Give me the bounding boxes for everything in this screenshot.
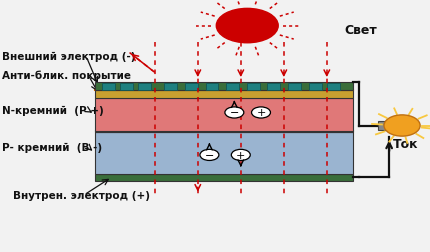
Bar [102,84,115,90]
Bar [120,84,133,90]
Text: Свет: Свет [344,24,377,37]
Bar [206,84,218,90]
Bar [247,84,260,90]
Bar [327,84,340,90]
Bar [378,121,390,131]
Text: +: + [256,108,266,118]
Bar [226,84,239,90]
Ellipse shape [216,9,278,44]
Circle shape [384,115,420,137]
Circle shape [252,107,270,119]
Bar [95,83,353,91]
Bar [95,131,353,133]
Bar [267,84,280,90]
Text: Р- кремний  (В -): Р- кремний (В -) [2,142,102,152]
Bar [164,84,177,90]
Circle shape [231,150,250,161]
Bar [185,84,198,90]
Bar [95,98,353,131]
Bar [95,174,353,181]
Text: +: + [236,150,246,160]
Bar [95,91,353,98]
Text: Анти-блик. покрытие: Анти-блик. покрытие [2,70,131,81]
Text: −: − [205,150,214,160]
Text: Внешний электрод (-): Внешний электрод (-) [2,52,135,62]
Text: N-кремний  (Р +): N-кремний (Р +) [2,106,104,116]
Circle shape [200,150,219,161]
Text: Внутрен. электрод (+): Внутрен. электрод (+) [13,190,150,200]
Bar [288,84,301,90]
Circle shape [225,107,244,119]
Text: −: − [230,108,239,118]
Bar [138,84,151,90]
Bar [95,133,353,174]
Bar [309,84,322,90]
Text: Ток: Ток [393,138,418,151]
